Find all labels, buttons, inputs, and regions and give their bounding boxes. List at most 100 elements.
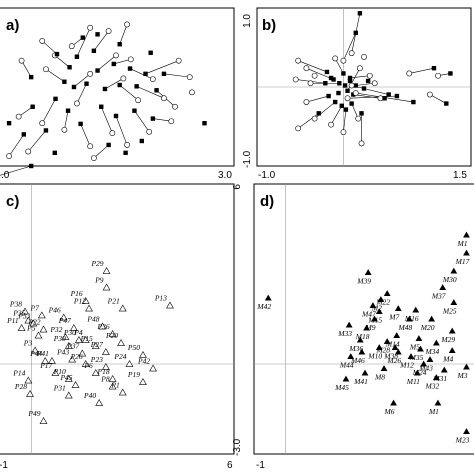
- panel-d-point-label: M37: [431, 292, 446, 301]
- panel-a-square-point: [202, 121, 207, 126]
- panel-d-point-marker: [432, 374, 440, 381]
- panel-b-circle-point: [377, 95, 384, 102]
- panel-a-letter: a): [6, 17, 19, 34]
- panel-a-circle-point: [109, 130, 116, 136]
- panel-d-point-label: M32: [424, 382, 439, 391]
- panel-d-point-marker: [383, 338, 391, 345]
- panel-c-point-marker: [59, 313, 68, 321]
- panel-a-pair-link: [73, 73, 91, 88]
- panel-a-square-point: [95, 68, 100, 73]
- panel-d-x-tick-left: -1: [256, 460, 265, 471]
- panel-b-circle-point: [295, 125, 302, 132]
- panel-c-point-marker: [71, 380, 80, 388]
- panel-b-square-point: [411, 99, 416, 105]
- panel-b-square-point: [326, 93, 331, 99]
- panel-b-circle-point: [292, 76, 299, 83]
- panel-b-marks: [292, 11, 453, 147]
- panel-b-circle-point: [361, 54, 367, 60]
- panel-d-point-label: M11: [406, 377, 420, 386]
- panel-b-square-point: [386, 92, 391, 97]
- panel-d-point-marker: [394, 305, 402, 312]
- panel-b-square-point: [353, 83, 358, 88]
- panel-a-pair-link: [129, 68, 154, 80]
- panel-d-point-marker: [463, 428, 470, 435]
- panel-a-circle-point: [172, 103, 178, 110]
- panel-d-point-label: M2: [371, 304, 382, 313]
- panel-d-point-label: M31: [432, 374, 447, 383]
- panel-a-square-point: [84, 81, 89, 86]
- panel-b-x-tick-left: -1.0: [258, 170, 276, 181]
- panel-a-circle-point: [87, 70, 94, 77]
- panel-b-square-point: [324, 69, 330, 75]
- panel-d-point-marker: [450, 267, 458, 274]
- panel-d-point-label: M7: [388, 313, 399, 322]
- panel-b-circle-point: [332, 55, 339, 62]
- panel-a-pair-link: [64, 110, 69, 130]
- panel-d: M1M17M39M30M37M42M22M47M2M25M7M15M16M9M4…: [253, 183, 474, 471]
- panel-c-point-marker: [39, 416, 48, 424]
- panel-b-square-point: [361, 86, 367, 91]
- panel-c-y-tick-top: 6: [232, 184, 243, 190]
- panel-d-point-label: M43: [418, 364, 433, 373]
- panel-a-circle-point: [39, 120, 46, 127]
- panel-a-square-point: [80, 35, 86, 40]
- panel-a-pair-link: [0, 165, 32, 176]
- panel-a-pair-link: [76, 27, 91, 57]
- panel-d-point-marker: [377, 296, 385, 303]
- panel-b-square-point: [343, 107, 349, 112]
- panel-b-pair-link: [330, 105, 343, 125]
- panel-d-point-label: M12: [399, 361, 414, 370]
- panel-a-marks: [0, 21, 207, 176]
- panel-b-pair-link: [409, 67, 435, 74]
- panel-c-point-marker: [117, 338, 125, 346]
- panel-d-point-marker: [375, 308, 383, 315]
- panel-b-circle-point: [340, 57, 347, 64]
- panel-c-point-marker: [91, 341, 100, 349]
- panel-c-point-label: P15: [80, 334, 93, 343]
- panel-a-square-point: [143, 71, 148, 77]
- panel-d-point-label: M25: [442, 307, 457, 316]
- panel-a-square-point: [91, 48, 97, 53]
- panel-a-square-point: [148, 50, 153, 55]
- panel-d-point-label: M10: [367, 352, 382, 361]
- panel-b-circle-point: [295, 57, 302, 64]
- panel-b-pair-link: [343, 32, 357, 61]
- panel-b-pair-link: [353, 94, 381, 99]
- panel-a-pair-link: [41, 98, 56, 124]
- panel-c-point-marker: [41, 356, 50, 364]
- panel-c-point-marker: [29, 319, 38, 327]
- panel-a-frame: [0, 7, 235, 167]
- panel-a-square-point: [6, 121, 12, 126]
- panel-b-square-point: [347, 75, 353, 81]
- panel-c-point-label: P33: [17, 312, 30, 321]
- panel-a-square-point: [28, 74, 34, 80]
- panel-d-point-label: M8: [374, 373, 385, 382]
- panel-b-square-point: [328, 75, 334, 81]
- panel-a-circle-point: [120, 75, 127, 82]
- panel-a-square-point: [123, 150, 128, 156]
- panel-c-point-label: P21: [107, 297, 120, 306]
- panel-c-point-marker: [108, 329, 117, 337]
- panel-d-point-marker: [390, 399, 397, 406]
- panel-d-point-label: M6: [384, 407, 395, 416]
- panel-c-point-marker: [64, 391, 73, 399]
- panel-d-point-label: M39: [356, 277, 371, 286]
- panel-a-circle-point: [61, 126, 68, 133]
- panel-d-point-marker: [361, 369, 369, 376]
- panel-c-point-marker: [24, 376, 33, 384]
- panel-c-point-label: P10: [53, 367, 66, 376]
- panel-d-point-label: M28: [375, 346, 390, 355]
- panel-a-pair-link: [28, 130, 47, 152]
- panel-a-pair-link: [100, 106, 113, 134]
- panel-a-square-point: [154, 88, 159, 93]
- panel-a-square-point: [74, 54, 80, 59]
- panel-b-square-point: [323, 81, 328, 86]
- panel-b-square-point: [336, 90, 341, 96]
- panel-b-pair-link: [314, 101, 336, 119]
- panel-a-pair-link: [97, 55, 117, 71]
- panel-b-circle-point: [344, 95, 351, 102]
- panel-d-point-marker: [345, 321, 353, 328]
- panel-c-point-marker: [102, 283, 111, 291]
- panel-b-square-point: [349, 101, 354, 106]
